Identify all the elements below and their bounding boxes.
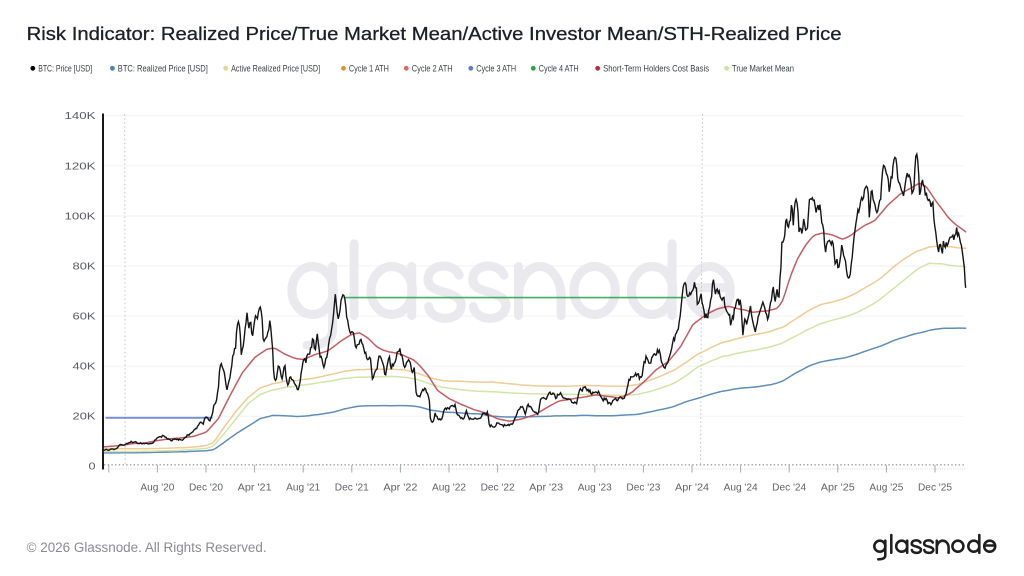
svg-text:Aug '21: Aug '21 [286, 483, 320, 494]
svg-text:Dec '21: Dec '21 [335, 483, 369, 494]
svg-text:Cycle 2 ATH: Cycle 2 ATH [412, 64, 453, 74]
svg-text:Aug '24: Aug '24 [724, 483, 758, 494]
svg-text:Apr '24: Apr '24 [675, 483, 709, 494]
svg-text:Dec '23: Dec '23 [626, 483, 660, 494]
svg-text:Apr '25: Apr '25 [821, 483, 855, 494]
svg-text:100K: 100K [65, 211, 96, 222]
svg-text:Short-Term Holders Cost Basis: Short-Term Holders Cost Basis [603, 64, 709, 74]
svg-text:Aug '22: Aug '22 [432, 483, 466, 494]
svg-text:Aug '23: Aug '23 [578, 483, 612, 494]
svg-text:80K: 80K [73, 261, 96, 272]
svg-text:Dec '25: Dec '25 [918, 483, 952, 494]
svg-text:60K: 60K [73, 312, 96, 323]
svg-text:Risk Indicator: Realized Price: Risk Indicator: Realized Price/True Mark… [27, 23, 842, 44]
svg-text:0: 0 [89, 462, 97, 473]
svg-text:BTC: Realized Price [USD]: BTC: Realized Price [USD] [118, 64, 208, 74]
svg-text:Apr '22: Apr '22 [383, 483, 417, 494]
svg-text:BTC: Price [USD]: BTC: Price [USD] [38, 64, 92, 74]
svg-text:20K: 20K [73, 412, 96, 423]
svg-text:120K: 120K [65, 161, 96, 172]
svg-text:Apr '23: Apr '23 [529, 483, 563, 494]
svg-text:Cycle 1 ATH: Cycle 1 ATH [349, 64, 389, 74]
svg-text:Dec '22: Dec '22 [481, 483, 515, 494]
svg-text:© 2026 Glassnode. All Rights R: © 2026 Glassnode. All Rights Reserved. [27, 540, 267, 555]
svg-text:Dec '20: Dec '20 [189, 483, 223, 494]
svg-text:Dec '24: Dec '24 [772, 483, 806, 494]
svg-text:Aug '20: Aug '20 [140, 483, 174, 494]
svg-text:Cycle 4 ATH: Cycle 4 ATH [539, 64, 579, 74]
svg-text:Apr '21: Apr '21 [238, 483, 272, 494]
svg-text:40K: 40K [73, 362, 96, 373]
svg-text:Active Realized Price [USD]: Active Realized Price [USD] [231, 64, 320, 74]
svg-text:Aug '25: Aug '25 [869, 483, 903, 494]
svg-text:True Market Mean: True Market Mean [732, 64, 794, 74]
svg-text:Cycle 3 ATH: Cycle 3 ATH [476, 64, 516, 74]
svg-text:140K: 140K [65, 111, 96, 122]
